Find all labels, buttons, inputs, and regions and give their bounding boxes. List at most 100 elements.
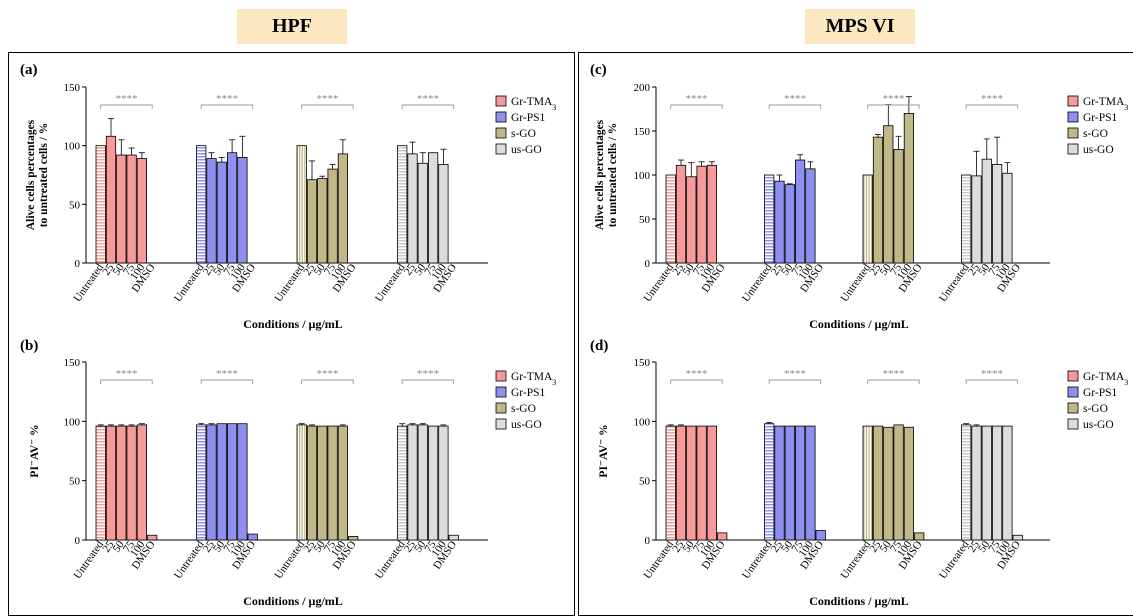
bar-s-GO-0 — [862, 174, 873, 264]
legend-label-Gr-PS1: Gr-PS1 — [511, 387, 546, 399]
bar-s-GO-3 — [893, 424, 904, 541]
bar-us-GO-4 — [1002, 172, 1013, 264]
legend-swatch-s-GO — [1067, 127, 1079, 139]
bar-s-GO-0 — [296, 424, 307, 541]
y-tick-label: 150 — [64, 357, 81, 369]
legend-label-main: us-GO — [511, 144, 542, 156]
y-tick-label: 0 — [645, 258, 651, 270]
bar-Gr-PS1-5 — [247, 533, 258, 541]
panel-label: (a) — [20, 62, 38, 78]
bar-Gr-PS1-0 — [764, 174, 775, 264]
significance-label: **** — [216, 368, 238, 380]
y-axis-label: to untreated cells / % — [38, 123, 50, 228]
legend-label-Gr-PS1: Gr-PS1 — [1083, 112, 1118, 124]
bar-Gr-PS1-4 — [805, 168, 816, 264]
x-tick-label: Untreated — [937, 261, 972, 304]
bar-s-GO-1 — [306, 179, 318, 264]
bar-s-GO-1 — [872, 136, 884, 264]
panel-label: (d) — [590, 338, 608, 354]
legend-label-main: s-GO — [511, 128, 536, 140]
legend-label-main: s-GO — [511, 403, 536, 415]
y-tick-label: 100 — [64, 416, 81, 428]
legend-label-main: Gr-TMA — [1083, 371, 1125, 383]
x-tick-label: Untreated — [272, 261, 307, 304]
bar-s-GO-3 — [893, 149, 904, 264]
x-tick-label: Untreated — [373, 261, 408, 304]
significance-label: **** — [685, 368, 707, 380]
bar-us-GO-0 — [397, 145, 408, 264]
bar-Gr-PS1-2 — [216, 423, 227, 541]
x-tick-label: Untreated — [937, 538, 972, 581]
y-tick-label: 50 — [69, 476, 81, 488]
bar-us-GO-1 — [407, 153, 418, 264]
y-tick-label: 150 — [634, 126, 651, 138]
significance-label: **** — [216, 93, 238, 105]
significance-bracket — [100, 379, 153, 384]
legend-label-main: s-GO — [1083, 403, 1108, 415]
significance-bracket — [100, 104, 153, 109]
bar-Gr-TMA3-2 — [686, 425, 697, 541]
legend-swatch-s-GO — [495, 127, 507, 139]
legend-swatch-Gr-PS1 — [1067, 111, 1079, 123]
bar-Gr-TMA3-3 — [126, 154, 137, 264]
y-axis-label: to untreated cells / % — [607, 123, 619, 228]
significance-label: **** — [685, 93, 707, 105]
bar-Gr-PS1-1 — [774, 425, 785, 541]
bar-us-GO-4 — [438, 164, 449, 264]
significance-bracket — [867, 379, 920, 384]
bar-Gr-PS1-0 — [764, 423, 775, 541]
bar-Gr-TMA3-2 — [116, 425, 127, 541]
y-tick-label: 100 — [634, 416, 651, 428]
bar-Gr-TMA3-1 — [105, 425, 117, 541]
bar-us-GO-1 — [971, 425, 982, 541]
legend-swatch-Gr-TMA3 — [1067, 95, 1079, 107]
significance-label: **** — [115, 93, 137, 105]
legend-label-Gr-TMA3: Gr-TMA3 — [1083, 96, 1128, 112]
x-tick-label: Untreated — [172, 538, 207, 581]
x-tick-label: Untreated — [272, 538, 307, 581]
bar-s-GO-1 — [872, 425, 884, 541]
bar-s-GO-4 — [903, 113, 915, 264]
significance-bracket — [200, 104, 254, 109]
x-axis-label: Conditions / µg/mL — [243, 317, 343, 331]
significance-bracket — [670, 379, 723, 384]
legend-swatch-Gr-TMA3 — [495, 370, 507, 382]
chart-d: (d) PI⁻AV⁻ % Conditions / µg/mL 0 50 100 150 Un… — [590, 338, 1128, 608]
legend-swatch-us-GO — [495, 143, 507, 155]
significance-label: **** — [784, 93, 806, 105]
bar-Gr-TMA3-0 — [665, 174, 676, 264]
bar-Gr-PS1-4 — [805, 425, 816, 541]
bar-Gr-TMA3-5 — [717, 532, 728, 541]
bar-us-GO-3 — [427, 152, 439, 264]
legend-label-main: Gr-PS1 — [511, 387, 546, 399]
bar-Gr-TMA3-2 — [116, 154, 127, 264]
legend-label-main: s-GO — [1083, 128, 1108, 140]
x-tick-label: Untreated — [740, 261, 775, 304]
bar-Gr-TMA3-4 — [706, 425, 718, 541]
significance-label: **** — [417, 93, 439, 105]
significance-bracket — [401, 104, 455, 109]
legend-label-sub: 3 — [1124, 378, 1128, 387]
bar-Gr-PS1-2 — [784, 184, 795, 264]
significance-bracket — [670, 104, 723, 109]
bar-Gr-TMA3-0 — [95, 145, 106, 264]
bar-us-GO-2 — [981, 158, 992, 264]
bar-Gr-PS1-1 — [206, 424, 217, 541]
bar-s-GO-4 — [903, 426, 915, 541]
legend-label-main: Gr-PS1 — [1083, 112, 1118, 124]
legend-swatch-Gr-PS1 — [495, 111, 507, 123]
legend-label-sub: 3 — [1124, 103, 1128, 112]
bar-Gr-TMA3-2 — [686, 176, 697, 264]
significance-label: **** — [316, 368, 338, 380]
significance-label: **** — [882, 93, 904, 105]
legend-label-main: Gr-PS1 — [1083, 387, 1118, 399]
legend-label-main: us-GO — [1083, 419, 1114, 431]
legend-label-main: Gr-PS1 — [511, 112, 546, 124]
x-tick-label: Untreated — [740, 538, 775, 581]
bar-Gr-PS1-5 — [815, 530, 826, 541]
bar-s-GO-2 — [883, 125, 894, 264]
bar-us-GO-0 — [961, 424, 972, 541]
y-tick-label: 200 — [634, 82, 651, 94]
significance-bracket — [965, 379, 1019, 384]
legend-label-Gr-TMA3: Gr-TMA3 — [511, 96, 556, 112]
